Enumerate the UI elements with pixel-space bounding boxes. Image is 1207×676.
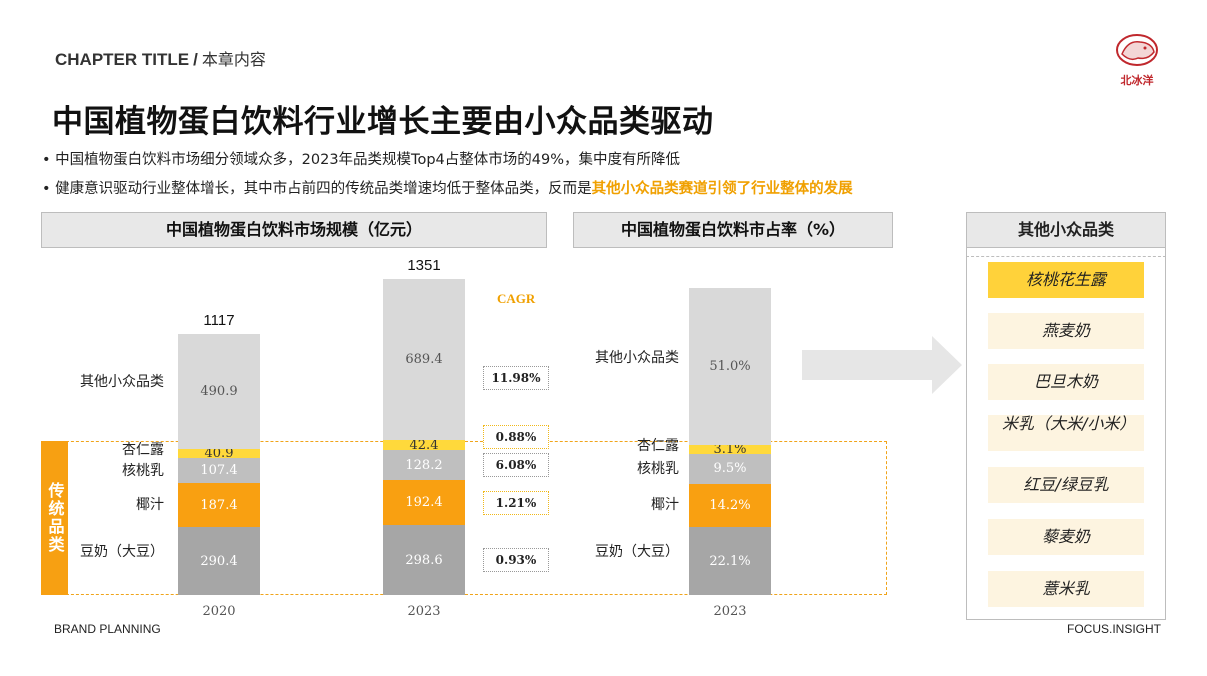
category-label: 椰汁: [136, 497, 164, 514]
share-category-label: 豆奶（大豆）: [595, 544, 679, 561]
cagr-title: CAGR: [497, 291, 536, 306]
traditional-categories-label: 传统品类: [41, 441, 68, 595]
bar-segment: 490.9: [178, 334, 260, 449]
bar-segment: 40.9: [178, 446, 260, 461]
arrow-right-icon: [802, 336, 962, 394]
category-label: 杏仁露: [122, 441, 164, 458]
bar-segment: 107.4: [178, 458, 260, 484]
bar-segment: 187.4: [178, 483, 260, 528]
share-segment: 14.2%: [689, 483, 771, 528]
minor-category-item: 米乳（大米/小米）: [988, 415, 1144, 451]
minor-category-item: 薏米乳: [988, 571, 1144, 607]
x-tick-label: 2023: [407, 604, 441, 619]
minor-category-item: 藜麦奶: [988, 519, 1144, 555]
category-label: 核桃乳: [122, 462, 164, 479]
category-label: 其他小众品类: [80, 374, 164, 391]
minor-categories-header: 其他小众品类: [966, 212, 1166, 248]
chapter-title: CHAPTER TITLE / 本章内容: [55, 46, 266, 70]
chapter-subtitle: 本章内容: [201, 50, 266, 69]
cagr-value: 0.88%: [483, 425, 549, 449]
bar-total-label: 1117: [203, 312, 235, 330]
chapter-slash: /: [193, 50, 198, 69]
page-title: 中国植物蛋白饮料行业增长主要由小众品类驱动: [52, 104, 714, 140]
share-segment: 3.1%: [689, 442, 771, 457]
share-segment: 22.1%: [689, 527, 771, 595]
polar-bear-logo-icon: [1116, 34, 1158, 66]
bullet-1: • 中国植物蛋白饮料市场细分领域众多，2023年品类规模Top4占整体市场的49…: [42, 152, 680, 168]
bar-segment: 298.6: [383, 525, 465, 595]
footer-right: FOCUS.INSIGHT: [1067, 622, 1162, 636]
cagr-value: 1.21%: [483, 490, 549, 515]
share-segment: 9.5%: [689, 454, 771, 484]
share-category-label: 椰汁: [651, 497, 679, 514]
minor-category-item: 核桃花生露: [988, 262, 1144, 298]
bar-segment: 192.4: [383, 480, 465, 526]
market-size-header: 中国植物蛋白饮料市场规模（亿元）: [41, 212, 547, 248]
share-category-label: 杏仁露: [637, 437, 679, 454]
bar-segment: 42.4: [383, 438, 465, 453]
x-tick-label: 2020: [202, 604, 236, 619]
minor-category-item: 红豆/绿豆乳: [988, 467, 1144, 503]
cagr-value: 6.08%: [483, 453, 549, 478]
bullet-2-text: • 健康意识驱动行业整体增长，其中市占前四的传统品类增速均低于整体品类，反而是: [42, 181, 592, 197]
footer-left: BRAND PLANNING: [54, 622, 161, 636]
chapter-title-text: CHAPTER TITLE: [55, 50, 190, 69]
logo-text: 北冰洋: [1120, 74, 1154, 87]
minor-category-item: 燕麦奶: [988, 313, 1144, 349]
share-category-label: 核桃乳: [637, 460, 679, 477]
bullet-2: • 健康意识驱动行业整体增长，其中市占前四的传统品类增速均低于整体品类，反而是其…: [42, 177, 853, 198]
minor-categories-dashed-frame: [966, 256, 1166, 620]
category-label: 豆奶（大豆）: [80, 544, 164, 561]
bar-total-label: 1351: [407, 257, 441, 275]
cagr-value: 0.93%: [483, 548, 549, 573]
share-category-label: 其他小众品类: [595, 349, 679, 366]
minor-category-item: 巴旦木奶: [988, 364, 1144, 400]
cagr-value: 11.98%: [483, 366, 549, 390]
bar-segment: 290.4: [178, 527, 260, 595]
share-x-tick-label: 2023: [713, 604, 747, 619]
share-segment: 51.0%: [689, 288, 771, 445]
bar-segment: 128.2: [383, 450, 465, 481]
market-share-header: 中国植物蛋白饮料市占率（%）: [573, 212, 893, 248]
bullet-2-highlight: 其他小众品类赛道引领了行业整体的发展: [591, 181, 853, 197]
bar-segment: 689.4: [383, 279, 465, 441]
